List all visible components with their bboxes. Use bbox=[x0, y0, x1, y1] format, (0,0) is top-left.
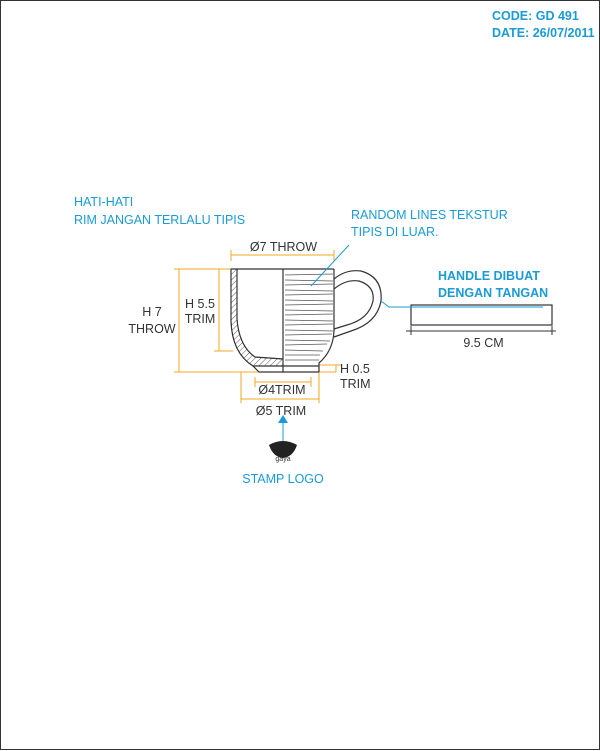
stamp-logo-text: gaya bbox=[275, 456, 291, 463]
total-height-label-line1: H 7 bbox=[142, 305, 162, 319]
handle-leader bbox=[380, 300, 543, 308]
total-height-label-line2: THROW bbox=[128, 322, 176, 336]
foot-height-label-line2: TRIM bbox=[340, 377, 371, 391]
texture-leader bbox=[310, 244, 350, 287]
rim-warning-title: HATI-HATI bbox=[74, 195, 134, 209]
stamp-logo-label: STAMP LOGO bbox=[242, 472, 324, 486]
handle-outer bbox=[333, 270, 382, 338]
handle-inner bbox=[333, 280, 374, 330]
texture-note-line1: RANDOM LINES TEKSTUR bbox=[351, 208, 508, 222]
texture-note-line2: TIPIS DI LUAR. bbox=[351, 225, 439, 239]
leader-lines bbox=[282, 244, 543, 442]
inner-height-label-line1: H 5.5 bbox=[185, 297, 215, 311]
inner-height-label-line2: TRIM bbox=[184, 312, 216, 326]
texture-lines bbox=[284, 273, 334, 361]
foot-height-label-line1: H 0.5 bbox=[340, 362, 370, 376]
handle-note-line1: HANDLE DIBUAT bbox=[438, 269, 540, 283]
stamp-arrow-icon bbox=[278, 415, 288, 423]
rim-warning-text: RIM JANGAN TERLALU TIPIS bbox=[74, 213, 246, 227]
foot-outer-diameter-label: Ø5 TRIM bbox=[255, 404, 307, 418]
code-label: CODE: GD 491 bbox=[492, 9, 579, 23]
handle-note-line2: DENGAN TANGAN bbox=[438, 286, 549, 300]
date-label: DATE: 26/07/2011 bbox=[492, 26, 595, 40]
top-diameter-label: Ø7 THROW bbox=[249, 240, 318, 254]
stamp-logo-icon bbox=[269, 441, 297, 458]
dimension-lines bbox=[174, 250, 341, 403]
foot-inner-diameter-label: Ø4TRIM bbox=[258, 383, 306, 397]
wall-section-hatch bbox=[230, 268, 284, 367]
handle-strap bbox=[410, 304, 553, 326]
handle-length-label: 9.5 CM bbox=[463, 336, 504, 350]
